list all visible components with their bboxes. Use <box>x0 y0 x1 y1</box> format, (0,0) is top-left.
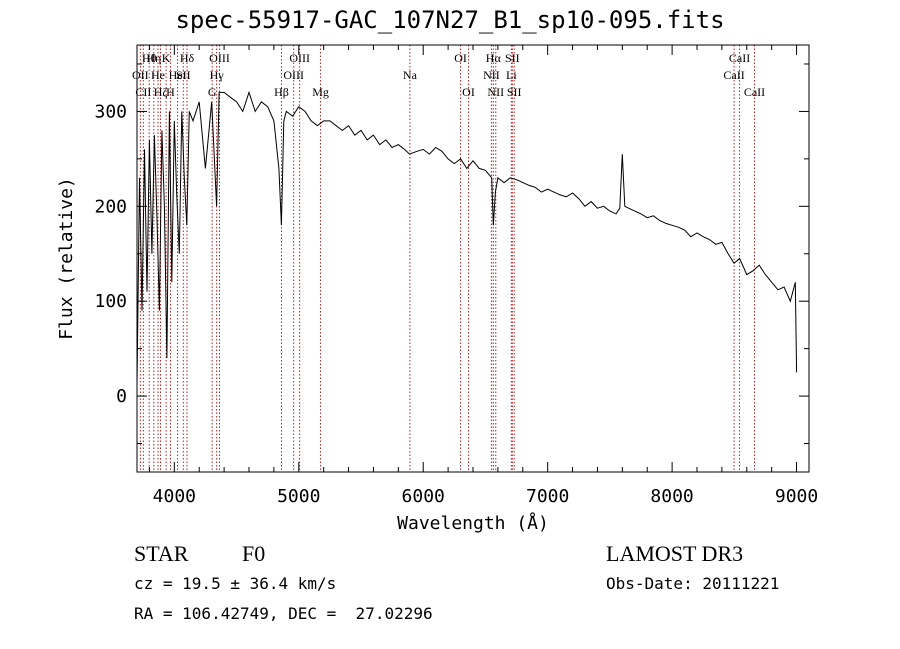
line-label-29: CaII <box>744 85 765 99</box>
axes: 4000 5000 6000 7000 8000 9000 0 100 200 300 <box>94 45 818 507</box>
line-label-10: Hδ <box>180 51 195 65</box>
line-label-18: Na <box>403 68 418 82</box>
line-label-25: SII <box>505 51 520 65</box>
line-label-23: NII <box>487 85 504 99</box>
coordinates-readout: RA = 106.42749, DEC = 27.02296 <box>134 604 433 623</box>
chart-title: spec-55917-GAC_107N27_B1_sp10-095.fits <box>175 6 725 34</box>
plot-frame <box>136 44 810 473</box>
line-label-0: OII <box>132 68 149 82</box>
object-subclass: F0 <box>242 541 266 566</box>
spectrum-series-line <box>136 90 798 387</box>
survey-name: LAMOST DR3 <box>606 541 744 566</box>
observation-date: Obs-Date: 20111221 <box>606 574 780 593</box>
line-label-26: SII <box>507 85 522 99</box>
line-label-17: Mg <box>312 85 329 99</box>
line-label-7: H <box>166 85 175 99</box>
line-label-6: K <box>162 51 171 65</box>
x-tick-label-0: 4000 <box>153 486 196 507</box>
line-label-12: Hγ <box>210 68 225 82</box>
line-label-5: Hζ <box>154 85 168 99</box>
line-label-19: OI <box>454 51 467 65</box>
line-label-9: SII <box>176 68 191 82</box>
line-label-3: Hη <box>146 51 161 65</box>
line-label-8: HeI <box>169 68 187 82</box>
line-label-28: CaII <box>729 51 750 65</box>
line-label-14: Hβ <box>274 85 289 99</box>
line-label-16: OIII <box>289 51 310 65</box>
y-axis-label: Flux (relative) <box>56 177 77 340</box>
line-label-21: NII <box>483 68 500 82</box>
line-label-1: CII <box>135 85 151 99</box>
y-tick-label-1: 100 <box>94 291 127 312</box>
line-label-11: G <box>208 85 217 99</box>
x-tick-label-5: 9000 <box>775 486 818 507</box>
line-label-15: OIII <box>283 68 304 82</box>
line-label-2: Hθ <box>142 51 157 65</box>
y-tick-label-0: 0 <box>116 386 127 407</box>
line-label-24: Li <box>506 68 517 82</box>
line-label-4: He <box>151 68 165 82</box>
line-label-20: OI <box>462 85 475 99</box>
y-tick-label-3: 300 <box>94 101 127 122</box>
line-label-13: OIII <box>209 51 230 65</box>
x-tick-label-3: 7000 <box>526 486 569 507</box>
line-label-22: Hα <box>486 51 502 65</box>
emission-line-markers <box>139 45 755 472</box>
line-label-27: CaII <box>723 68 744 82</box>
x-tick-label-2: 6000 <box>402 486 445 507</box>
emission-line-labels: OIICIIHθHηHeHζKHHeISIIHδGHγOIIIHβOIIIOII… <box>132 51 765 99</box>
x-tick-label-4: 8000 <box>650 486 693 507</box>
y-tick-label-2: 200 <box>94 196 127 217</box>
x-axis-label: Wavelength (Å) <box>397 512 549 534</box>
redshift-readout: cz = 19.5 ± 36.4 km/s <box>134 574 337 593</box>
object-class: STAR <box>134 541 189 566</box>
x-tick-label-1: 5000 <box>277 486 320 507</box>
